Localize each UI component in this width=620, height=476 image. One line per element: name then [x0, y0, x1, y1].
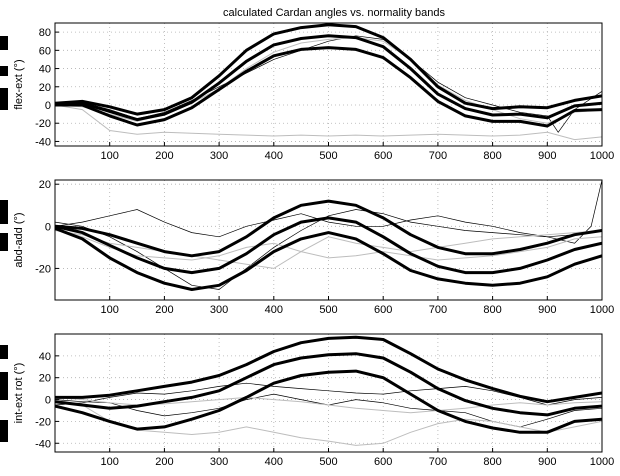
panels: 100 200 300 400 500 600 700 800 900 1000-40-20020… — [13, 22, 614, 468]
y-tick-label: 0 — [45, 100, 51, 112]
x-tick-label: 200 — [155, 150, 173, 162]
margin-artifact — [0, 345, 8, 359]
y-tick-label: -40 — [35, 136, 51, 148]
margin-artifact — [0, 88, 8, 110]
y-tick-label: 40 — [39, 351, 51, 363]
y-tick-label: 40 — [39, 64, 51, 76]
x-tick-label: 800 — [483, 456, 501, 468]
margin-artifact — [0, 66, 8, 76]
chart-panel-3: 100 200 300 400 500 600 700 800 900 1000 -40 -20 0 20… — [13, 333, 614, 468]
x-tick-label: 900 — [538, 304, 556, 316]
plot-area — [55, 180, 602, 291]
margin-artifact — [0, 372, 8, 400]
band-lower-line — [55, 226, 602, 291]
x-tick-label: 700 — [429, 456, 447, 468]
y-tick-label: 60 — [39, 45, 51, 57]
margin-artifact — [0, 200, 8, 224]
band-upper-line — [55, 199, 602, 258]
x-tick-label: 800 — [483, 304, 501, 316]
y-tick-label: -20 — [35, 263, 51, 275]
x-tick-label: 500 — [319, 304, 337, 316]
x-tick-label: 300 — [210, 456, 228, 468]
band-upper-line — [55, 23, 602, 116]
x-tick-label: 400 — [265, 456, 283, 468]
y-tick-label: -20 — [35, 118, 51, 130]
x-tick-label: 500 — [319, 456, 337, 468]
x-tick-label: 1000 — [590, 150, 614, 162]
chart-panel-2: 100 200 300 400 500 600 700 800 900 1000 -20 0 20 abd… — [13, 179, 614, 316]
trace-line-4 — [55, 230, 602, 269]
band-mean-line — [55, 216, 602, 275]
trace-line-3 — [55, 227, 602, 261]
band-mean-line — [55, 352, 602, 417]
y-tick-label: -20 — [35, 416, 51, 428]
x-tick-label: 700 — [429, 304, 447, 316]
x-tick-label: 200 — [155, 456, 173, 468]
margin-artifact — [0, 233, 8, 251]
x-tick-label: 600 — [374, 456, 392, 468]
x-tick-label: 1000 — [590, 456, 614, 468]
x-tick-label: 100 — [101, 304, 119, 316]
plot-area — [55, 335, 602, 446]
x-tick-label: 400 — [265, 150, 283, 162]
x-tick-label: 100 — [101, 150, 119, 162]
chart-panel-1: 100 200 300 400 500 600 700 800 900 1000 -40 -20 0 20… — [13, 22, 614, 162]
x-tick-label: 1000 — [590, 304, 614, 316]
margin-artifact — [0, 36, 8, 50]
y-tick-label: 80 — [39, 27, 51, 39]
band-upper-line — [55, 335, 602, 404]
x-tick-label: 400 — [265, 304, 283, 316]
x-tick-label: 600 — [374, 150, 392, 162]
band-mean-line — [55, 34, 602, 122]
y-axis-label: abd-add (°) — [13, 212, 25, 267]
x-tick-label: 500 — [319, 150, 337, 162]
figure-title: calculated Cardan angles vs. normality b… — [223, 7, 445, 19]
y-axis-label: flex-ext (°) — [13, 59, 25, 109]
y-tick-label: 0 — [45, 221, 51, 233]
y-tick-label: 20 — [39, 179, 51, 191]
plot-area — [55, 23, 602, 141]
x-tick-label: 300 — [210, 150, 228, 162]
x-tick-label: 600 — [374, 304, 392, 316]
x-tick-label: 200 — [155, 304, 173, 316]
x-tick-label: 100 — [101, 456, 119, 468]
x-tick-label: 800 — [483, 150, 501, 162]
x-tick-label: 300 — [210, 304, 228, 316]
trace-line-3 — [55, 399, 602, 446]
y-axis-label: int-ext rot (°) — [13, 363, 25, 424]
band-lower-line — [55, 369, 602, 434]
margin-artifact — [0, 420, 8, 442]
trace-line-2 — [55, 209, 602, 238]
y-tick-label: -40 — [35, 438, 51, 450]
x-tick-label: 900 — [538, 456, 556, 468]
y-tick-label: 20 — [39, 373, 51, 385]
y-tick-label: 0 — [45, 395, 51, 407]
x-tick-label: 700 — [429, 150, 447, 162]
band-lower-line — [55, 46, 602, 128]
y-tick-label: 20 — [39, 82, 51, 94]
x-tick-label: 900 — [538, 150, 556, 162]
trace-line-3 — [55, 104, 602, 141]
